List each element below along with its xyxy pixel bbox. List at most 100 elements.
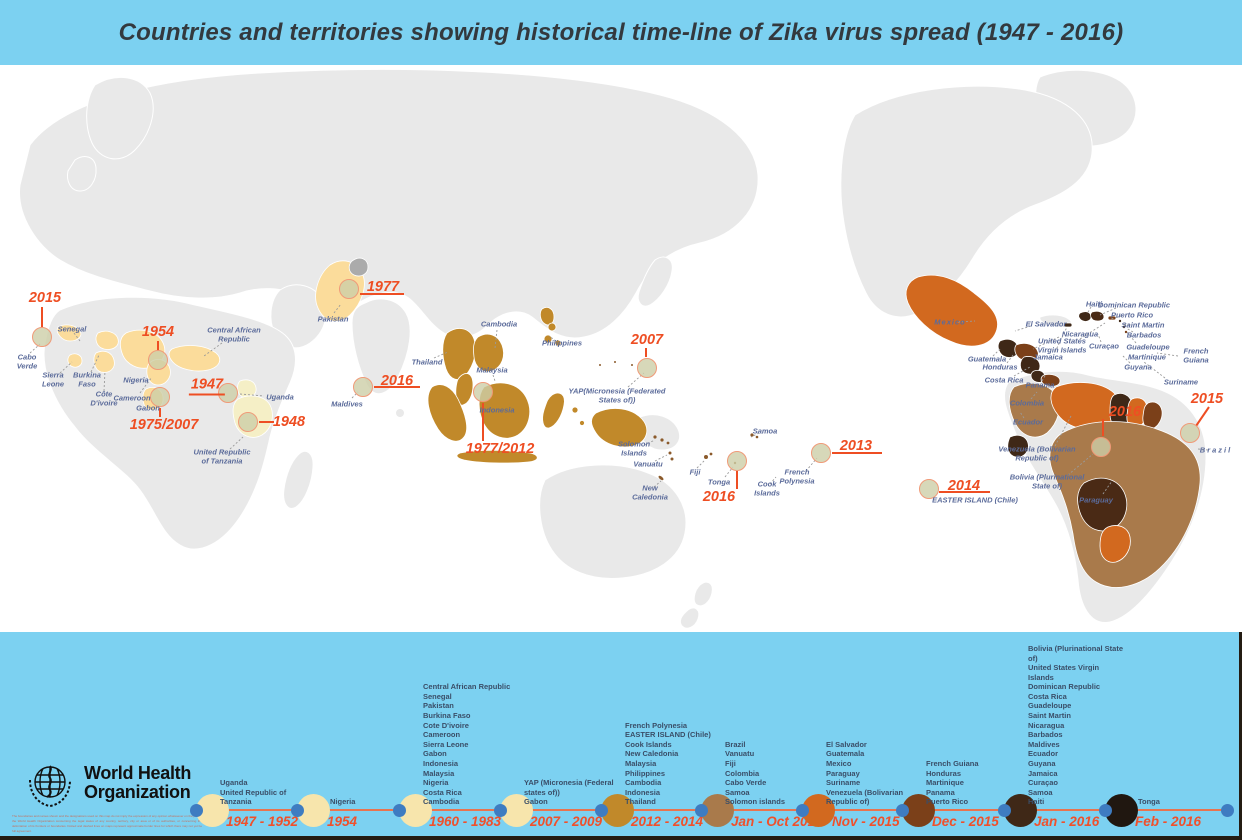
map-landmass — [637, 256, 673, 307]
timeline-country-list: Tonga — [1138, 797, 1160, 807]
timeline-country: Tonga — [1138, 797, 1160, 807]
leader-line — [492, 374, 496, 382]
timeline-country: Honduras — [926, 768, 962, 778]
map-country-label: Colombia — [1009, 398, 1045, 408]
timeline-country: French Polynesia — [625, 720, 688, 730]
country-malaysia — [455, 373, 474, 406]
timeline-country: Panama — [926, 787, 955, 797]
country-panama — [1040, 373, 1061, 387]
leader-line — [957, 320, 976, 323]
leader-line — [1097, 333, 1102, 343]
timeline-country: Venezuela (Bolivarian Republic of) — [826, 787, 904, 807]
map-country-label: Mexico — [934, 317, 966, 327]
country-cote-divoire — [93, 350, 115, 373]
map-country-label: Cook Islands — [754, 479, 780, 498]
timeline-country: Cabo Verde — [725, 778, 767, 788]
leader-lines-layer — [29, 293, 1210, 495]
country-dominican-republic — [1090, 310, 1105, 322]
title-bar: Countries and territories showing histor… — [0, 0, 1242, 65]
timeline-country-list: French Guiana Honduras Martinique Panama Pue… — [926, 759, 1022, 807]
map-landmass — [579, 420, 585, 426]
timeline-dot — [997, 803, 1011, 817]
timeline-country: Gabon — [423, 749, 447, 759]
page-border-bottom — [0, 836, 1242, 840]
timeline-period-label: 1947 - 1952 — [226, 814, 299, 829]
leader-line — [139, 376, 153, 394]
timeline-period-label: Jan - Oct 2015 — [731, 814, 823, 829]
country-puerto-rico — [1107, 315, 1117, 321]
timeline-country: Indonesia — [423, 759, 459, 769]
timeline-period-label: 2007 - 2009 — [530, 814, 603, 829]
outbreak-site-circle — [353, 377, 373, 397]
map-country-label: Paraguay — [1079, 495, 1113, 505]
timeline-country: Barbados — [1028, 730, 1063, 740]
timeline-country: Guatemala — [826, 749, 865, 759]
country-cambodia — [473, 333, 504, 373]
map-landmass — [709, 452, 713, 456]
map-landmass — [679, 607, 700, 629]
map-landmass — [86, 76, 154, 160]
timeline-country: Bolivia (Plurinational State of) — [1028, 643, 1124, 663]
leader-line — [1121, 323, 1131, 326]
who-name-line2: Organization — [84, 782, 191, 802]
timeline-country: Cambodia — [423, 797, 460, 807]
map-landmass — [283, 451, 314, 509]
map-country-label: Guyana — [1124, 362, 1152, 372]
timeline-country: EASTER ISLAND (Chile) — [625, 730, 711, 740]
map-landmass — [19, 68, 759, 339]
map-country-label: Maldives — [331, 399, 363, 409]
map-country-label: United States Virgin Islands — [1037, 336, 1087, 355]
timeline-band: World Health Organization The boundaries… — [0, 632, 1242, 840]
timeline-country: Samoa — [1028, 787, 1053, 797]
map-country-label: Vanuatu — [633, 459, 663, 469]
timeline-country: Ecuador — [1028, 749, 1059, 759]
timeline-country: Central African Republic — [423, 682, 511, 692]
map-country-label: Suriname — [1163, 377, 1199, 387]
timeline-dot — [694, 803, 708, 817]
timeline-country: Martinique — [926, 778, 964, 788]
timeline-country: Paraguay — [826, 768, 860, 778]
outbreak-site-circle — [473, 382, 493, 402]
map-country-label: Solomon Islands — [617, 439, 651, 458]
timeline-country: Senegal — [423, 691, 452, 701]
map-country-label: Jamaica — [1033, 352, 1063, 362]
leader-line — [1079, 322, 1106, 340]
outbreak-site-circle — [727, 451, 747, 471]
map-country-label: Uganda — [266, 392, 294, 402]
timeline-dot — [795, 803, 809, 817]
timeline-dot — [189, 803, 203, 817]
map-year-marker: 1947 — [188, 377, 226, 396]
outbreak-site-circle — [238, 412, 258, 432]
timeline-country: United States Virgin Islands — [1028, 663, 1100, 682]
outbreak-site-circle — [919, 479, 939, 499]
world-map: Senegal Cabo Verde Sierra Leone Burkina Fas… — [0, 65, 1242, 632]
leader-line — [1110, 315, 1122, 320]
map-country-label: French Polynesia — [779, 467, 815, 486]
map-country-label: Indonesia — [479, 405, 515, 415]
outbreak-site-circle — [1091, 437, 1111, 457]
map-landmass — [750, 433, 754, 437]
timeline-country: Colombia — [725, 768, 760, 778]
timeline-country: Cote D'ivoire — [423, 720, 469, 730]
timeline-dot — [290, 803, 304, 817]
leader-line — [805, 457, 818, 472]
map-landmass — [1124, 329, 1129, 334]
map-country-label: Samoa — [752, 426, 778, 436]
timeline-country: Suriname — [826, 778, 861, 788]
timeline-country: Costa Rica — [423, 787, 462, 797]
map-country-label: Thailand — [411, 357, 443, 367]
map-year-marker: 2016 — [702, 489, 736, 505]
map-country-label: Côte D'ivoire — [90, 389, 118, 408]
map-annotations: Senegal Cabo Verde Sierra Leone Burkina Fas… — [0, 65, 1242, 632]
timeline-country: Pakistan — [423, 701, 454, 711]
map-country-label: Philippines — [541, 338, 583, 348]
timeline-country: Dominican Republic — [1028, 682, 1101, 692]
timeline-country: Curaçao — [1028, 778, 1059, 788]
who-disclaimer: The boundaries and names shown and the d… — [12, 814, 202, 834]
map-country-label: Fiji — [689, 467, 701, 477]
timeline-country: Philippines — [625, 768, 666, 778]
map-country-label: Dominican Republic — [1097, 300, 1171, 310]
map-year-marker: 2007 — [630, 332, 664, 348]
map-country-label: Burkina Faso — [73, 370, 101, 389]
